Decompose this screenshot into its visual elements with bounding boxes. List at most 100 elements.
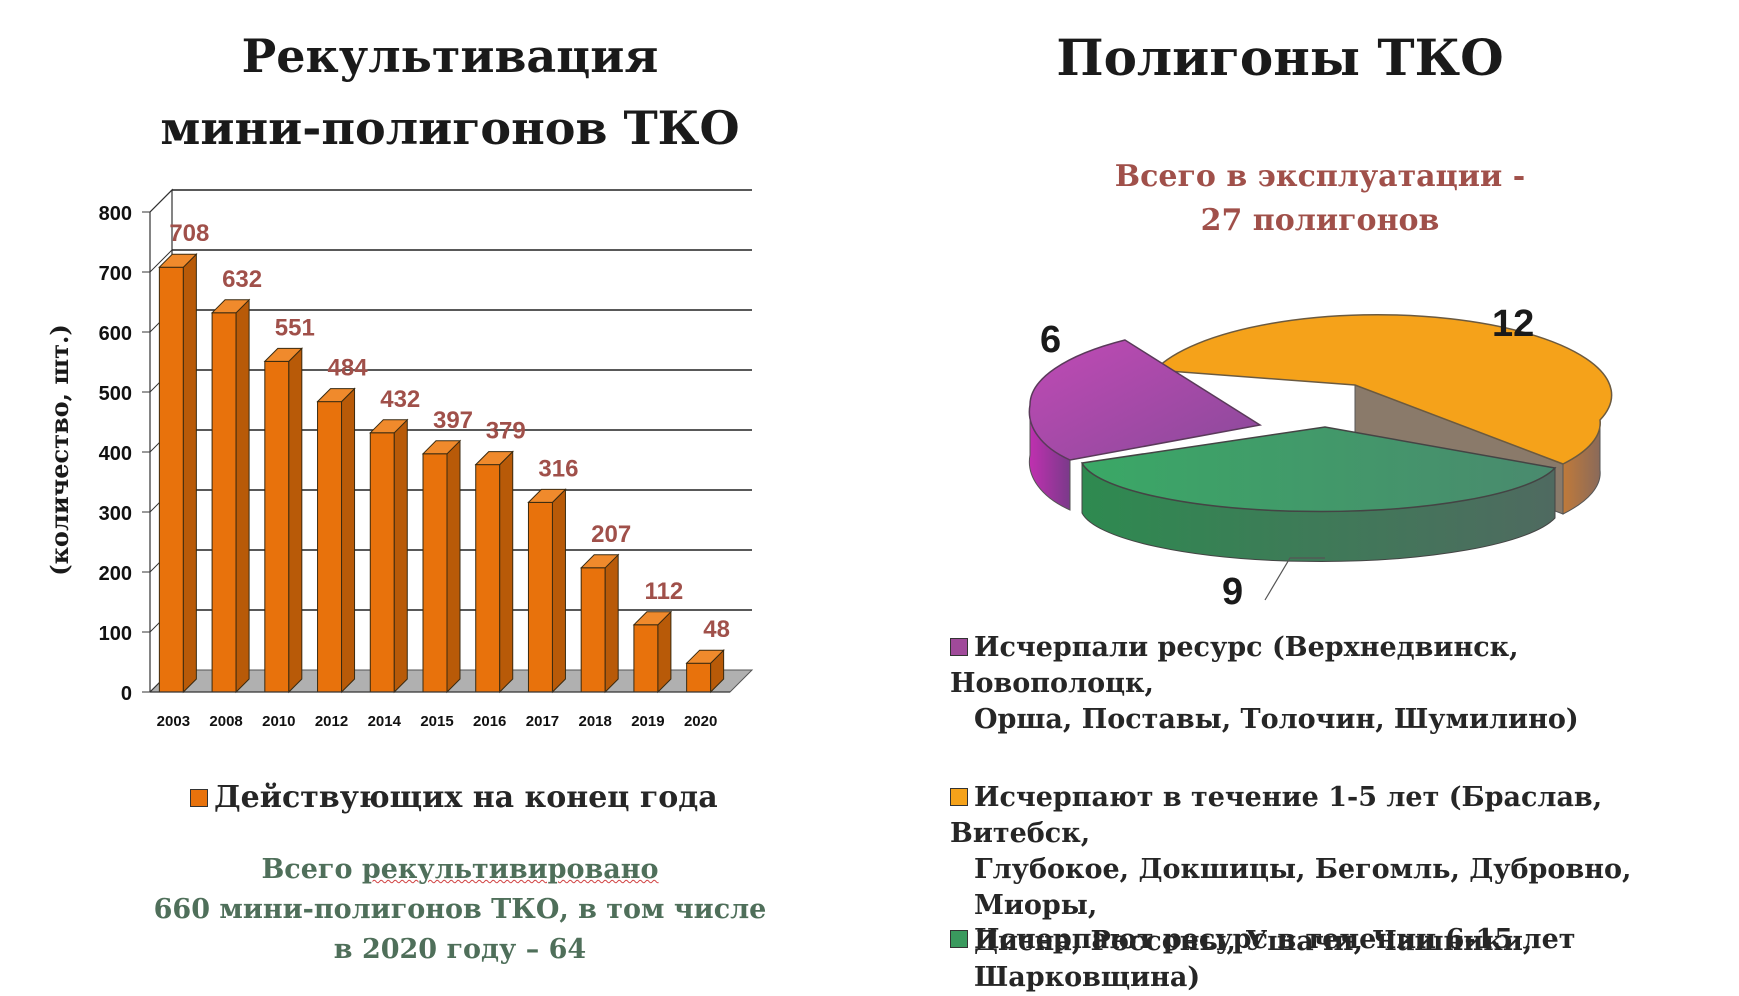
left-title-line1: Рекультивация [241, 29, 659, 83]
bar-side [657, 610, 672, 694]
x-tick-label: 2017 [526, 713, 559, 730]
summary-line1: Всего рекультивировано [110, 850, 810, 890]
left-title-line2: мини-полигонов ТКО [160, 101, 740, 155]
bar-top [369, 419, 409, 434]
x-tick-label: 2018 [578, 713, 611, 730]
bar-front [633, 624, 659, 693]
bar-side [341, 387, 356, 694]
bar-top [158, 253, 198, 268]
bar-side [604, 553, 619, 694]
bar-data-label: 432 [380, 386, 420, 413]
bar-top [527, 488, 567, 503]
bar-top [685, 649, 725, 664]
bar-top [421, 440, 462, 455]
bar-front [475, 464, 501, 693]
subtitle-line1: Всего в эксплуатации - [1114, 159, 1526, 194]
bar-legend-swatch [190, 789, 208, 807]
bar [527, 488, 567, 694]
summary-line1-underlined: рекультивировано [361, 854, 659, 885]
x-tick-label: 2016 [473, 713, 506, 730]
x-tick-label: 2015 [420, 713, 453, 730]
bar [579, 553, 620, 694]
bar [474, 450, 514, 694]
bar-front [369, 432, 395, 693]
bar-top [579, 554, 620, 569]
bar-front [211, 312, 237, 693]
y-tick-label: 400 [99, 443, 132, 465]
y-tick-label: 700 [99, 263, 132, 285]
pie-legend-item-2: Исчерпают в течение 1-5 лет (Браслав, Ви… [950, 780, 1730, 996]
bar-data-label: 551 [275, 314, 315, 341]
y-tick-label: 0 [121, 683, 132, 705]
bar-side [182, 252, 197, 694]
y-tick-label: 600 [99, 323, 132, 345]
bar-data-label: 632 [222, 266, 262, 293]
summary-line1-pre: Всего [261, 854, 362, 885]
gridline-diag [149, 189, 173, 213]
bar-front [264, 360, 290, 693]
bar-legend-label: Действующих на конец года [214, 780, 718, 815]
bar-top [210, 299, 251, 314]
summary-line2: 660 мини-полигонов ТКО, в том числе [153, 894, 767, 925]
bar-data-label: 379 [486, 418, 526, 445]
bar-front [158, 266, 184, 693]
bar [632, 610, 673, 694]
pie-legend-2-line1: Исчерпают в течение 1-5 лет (Браслав, Ви… [950, 782, 1603, 849]
y-axis-label: (количество, шт.) [45, 324, 74, 576]
bar-data-label: 484 [328, 355, 369, 382]
pie-value-label-purple: 6 [1040, 319, 1061, 361]
bar-data-label: 112 [645, 578, 684, 605]
left-chart-title: Рекультивация мини-полигонов ТКО [100, 20, 800, 164]
bar [263, 347, 304, 694]
x-tick-label: 2008 [209, 713, 242, 730]
pie-slice-green [1080, 426, 1557, 562]
pie-slice-purple [1028, 339, 1263, 511]
pie-legend-swatch-green [950, 930, 968, 948]
pie-label-9-leader [1264, 557, 1325, 601]
right-chart-subtitle: Всего в эксплуатации - 27 полигонов [1000, 155, 1640, 243]
bar-top [474, 451, 514, 466]
x-tick-label: 2014 [368, 713, 402, 730]
bar-front [527, 501, 553, 693]
pie-legend-1-line2: Орша, Поставы, Толочин, Шумилино) [974, 704, 1579, 735]
summary-text: Всего рекультивировано 660 мини-полигоно… [110, 850, 810, 970]
pie-slice-green-top [1080, 426, 1557, 513]
bar [210, 298, 251, 694]
x-tick-label: 2010 [262, 713, 295, 730]
bar-legend: Действующих на конец года [190, 780, 718, 816]
bar-data-label: 397 [433, 407, 473, 434]
summary-line3: в 2020 году – 64 [333, 934, 587, 965]
pie-legend-3-line1: Исчерпают ресурс в течении 6-15 лет [974, 924, 1576, 955]
bar-side [551, 488, 566, 694]
pie-legend-swatch-purple [950, 638, 968, 656]
bar-side [499, 450, 514, 694]
y-tick-label: 800 [99, 203, 132, 225]
bar-top [632, 611, 673, 626]
bar [316, 387, 356, 694]
bar-front [686, 662, 712, 693]
x-tick-label: 2019 [631, 713, 664, 730]
pie-chart: 6 12 9 [1028, 303, 1613, 613]
bar-data-label: 708 [169, 220, 209, 247]
pie-legend-swatch-orange [950, 788, 968, 806]
pie-slice-purple-top [1028, 339, 1263, 461]
bar-chart: 708 632 551 484 432 397 379 316 207 112 48 0 100 200… [45, 188, 754, 730]
pie-value-label-green: 9 [1222, 571, 1243, 613]
pie-slice-orange-top [1153, 313, 1613, 465]
bar-front [580, 567, 606, 693]
pie-legend-1-line1: Исчерпали ресурс (Верхнедвинск, Новополо… [950, 632, 1519, 699]
y-tick-label: 500 [99, 383, 132, 405]
bar-side [393, 418, 408, 694]
bar-data-label: 48 [703, 616, 730, 643]
bar-side [446, 439, 461, 694]
gridline-diag [149, 249, 173, 273]
pie-value-label-orange: 12 [1492, 303, 1534, 345]
pie-legend-item-1: Исчерпали ресурс (Верхнедвинск, Новополо… [950, 630, 1710, 738]
bar [685, 648, 725, 694]
x-tick-label: 2003 [157, 713, 190, 730]
y-tick-label: 200 [99, 563, 132, 585]
bar-front [317, 401, 343, 693]
y-tick-label: 100 [99, 623, 132, 645]
subtitle-line2: 27 полигонов [1200, 203, 1440, 238]
pie-legend-item-3: Исчерпают ресурс в течении 6-15 лет [950, 922, 1710, 958]
